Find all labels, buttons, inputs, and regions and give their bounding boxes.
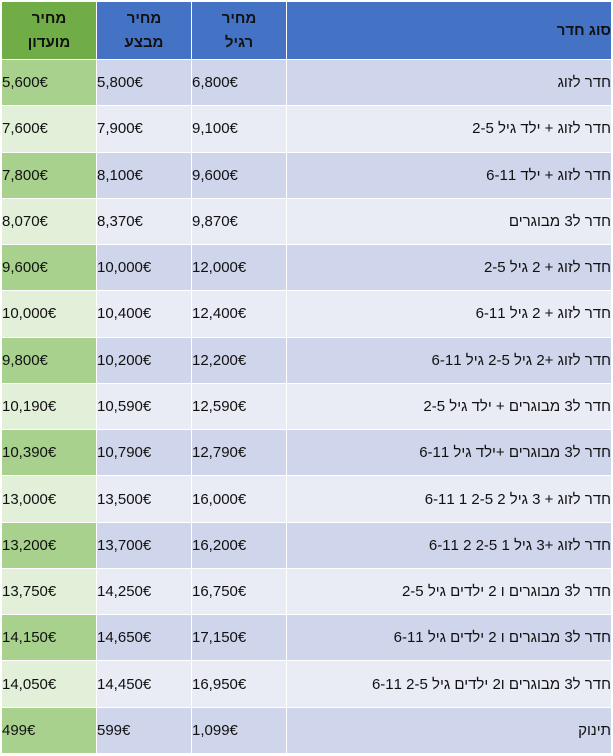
table-row: חדר לזוג + 2 גיל 2-5 12,000€ 10,000€ 9,600€	[1, 244, 612, 292]
regular-price-cell: 12,400€	[191, 290, 287, 338]
club-price-cell: 13,200€	[1, 521, 97, 569]
club-price-cell: 499€	[1, 706, 97, 755]
regular-price-header: מחיר רגיל	[191, 1, 287, 60]
club-price-cell: 8,070€	[1, 197, 97, 246]
club-price-cell: 9,800€	[1, 336, 97, 384]
sale-price-cell: 14,450€	[96, 660, 192, 708]
table-row: חדר ל3 מבוגרים ו 2 ילדים גיל 6-11 17,150€…	[1, 614, 612, 662]
club-price-cell: 13,750€	[1, 567, 97, 616]
room-type-cell: חדר לזוג +3 גיל 1 2-5 2 6-11	[286, 521, 612, 569]
table-row: חדר לזוג + 3 גיל 2 2-5 1 6-11 16,000€ 13,5…	[1, 475, 612, 523]
sale-price-cell: 13,700€	[96, 521, 192, 569]
sale-price-cell: 10,400€	[96, 290, 192, 338]
club-header-line-1: מחיר	[31, 9, 67, 27]
table-row: תינוק 1,099€ 599€ 499€	[1, 706, 612, 755]
sale-price-cell: 10,000€	[96, 244, 192, 292]
sale-price-cell: 8,370€	[96, 197, 192, 246]
regular-price-cell: 6,800€	[191, 58, 287, 107]
room-type-header: סוג חדר	[286, 1, 612, 60]
room-type-cell: חדר לזוג + ילד 6-11	[286, 151, 612, 199]
table-row: חדר לזוג 6,800€ 5,800€ 5,600€	[1, 58, 612, 107]
regular-price-cell: 9,870€	[191, 197, 287, 246]
sale-price-cell: 599€	[96, 706, 192, 755]
room-type-cell: חדר ל3 מבוגרים ו2 ילדים גיל 2-5 6-11	[286, 660, 612, 708]
club-price-cell: 10,000€	[1, 290, 97, 338]
club-price-header: מחיר מועדון	[1, 1, 97, 60]
club-header-line-2: מועדון	[27, 33, 71, 51]
regular-price-cell: 12,790€	[191, 429, 287, 477]
table-row: חדר לזוג +3 גיל 1 2-5 2 6-11 16,200€ 13,70…	[1, 521, 612, 569]
regular-price-cell: 12,590€	[191, 382, 287, 431]
room-type-cell: חדר ל3 מבוגרים ו 2 ילדים גיל 6-11	[286, 614, 612, 662]
club-price-cell: 5,600€	[1, 58, 97, 107]
regular-price-cell: 9,600€	[191, 151, 287, 199]
sale-price-cell: 8,100€	[96, 151, 192, 199]
club-price-cell: 14,150€	[1, 614, 97, 662]
club-price-cell: 13,000€	[1, 475, 97, 523]
club-price-cell: 10,190€	[1, 382, 97, 431]
room-type-cell: חדר לזוג +2 גיל 2-5 גיל 6-11	[286, 336, 612, 384]
room-type-cell: חדר לזוג + 2 גיל 2-5	[286, 244, 612, 292]
room-type-cell: חדר לזוג + 3 גיל 2 2-5 1 6-11	[286, 475, 612, 523]
club-price-cell: 7,800€	[1, 151, 97, 199]
sale-price-cell: 14,650€	[96, 614, 192, 662]
regular-header-line-2: רגיל	[224, 33, 254, 51]
table-row: חדר ל3 מבוגרים ו 2 ילדים גיל 2-5 16,750€ 1…	[1, 567, 612, 616]
room-type-cell: תינוק	[286, 706, 612, 755]
regular-price-cell: 1,099€	[191, 706, 287, 755]
sale-header-line-2: מבצע	[124, 33, 164, 51]
regular-price-cell: 16,000€	[191, 475, 287, 523]
regular-price-cell: 17,150€	[191, 614, 287, 662]
room-type-cell: חדר ל3 מבוגרים +ילד גיל 6-11	[286, 429, 612, 477]
sale-price-cell: 10,200€	[96, 336, 192, 384]
table-row: חדר לזוג +2 גיל 2-5 גיל 6-11 12,200€ 10,20…	[1, 336, 612, 384]
regular-price-cell: 16,200€	[191, 521, 287, 569]
table-row: חדר ל3 מבוגרים 9,870€ 8,370€ 8,070€	[1, 197, 612, 246]
club-price-cell: 14,050€	[1, 660, 97, 708]
table-row: חדר ל3 מבוגרים + ילד גיל 2-5 12,590€ 10,59…	[1, 382, 612, 431]
table-row: חדר ל3 מבוגרים ו2 ילדים גיל 2-5 6-11 16,9…	[1, 660, 612, 708]
sale-price-cell: 7,900€	[96, 105, 192, 153]
room-type-cell: חדר ל3 מבוגרים + ילד גיל 2-5	[286, 382, 612, 431]
sale-price-cell: 5,800€	[96, 58, 192, 107]
room-type-cell: חדר לזוג + ילד גיל 2-5	[286, 105, 612, 153]
regular-header-line-1: מחיר	[221, 9, 257, 27]
regular-price-cell: 16,950€	[191, 660, 287, 708]
sale-price-header: מחיר מבצע	[96, 1, 192, 60]
sale-price-cell: 10,590€	[96, 382, 192, 431]
room-type-cell: חדר לזוג + 2 גיל 6-11	[286, 290, 612, 338]
table-row: חדר לזוג + 2 גיל 6-11 12,400€ 10,400€ 10,00…	[1, 290, 612, 338]
regular-price-cell: 12,000€	[191, 244, 287, 292]
sale-price-cell: 14,250€	[96, 567, 192, 616]
header-row: סוג חדר מחיר רגיל מחיר מבצע מחיר מועדון	[1, 1, 612, 60]
room-type-cell: חדר ל3 מבוגרים	[286, 197, 612, 246]
club-price-cell: 7,600€	[1, 105, 97, 153]
sale-price-cell: 10,790€	[96, 429, 192, 477]
club-price-cell: 10,390€	[1, 429, 97, 477]
sale-header-line-1: מחיר	[126, 9, 162, 27]
table-row: חדר ל3 מבוגרים +ילד גיל 6-11 12,790€ 10,79…	[1, 429, 612, 477]
club-price-cell: 9,600€	[1, 244, 97, 292]
sale-price-cell: 13,500€	[96, 475, 192, 523]
room-type-cell: חדר לזוג	[286, 58, 612, 107]
room-type-cell: חדר ל3 מבוגרים ו 2 ילדים גיל 2-5	[286, 567, 612, 616]
table-row: חדר לזוג + ילד גיל 2-5 9,100€ 7,900€ 7,600€	[1, 105, 612, 153]
regular-price-cell: 9,100€	[191, 105, 287, 153]
regular-price-cell: 12,200€	[191, 336, 287, 384]
regular-price-cell: 16,750€	[191, 567, 287, 616]
table-row: חדר לזוג + ילד 6-11 9,600€ 8,100€ 7,800€	[1, 151, 612, 199]
